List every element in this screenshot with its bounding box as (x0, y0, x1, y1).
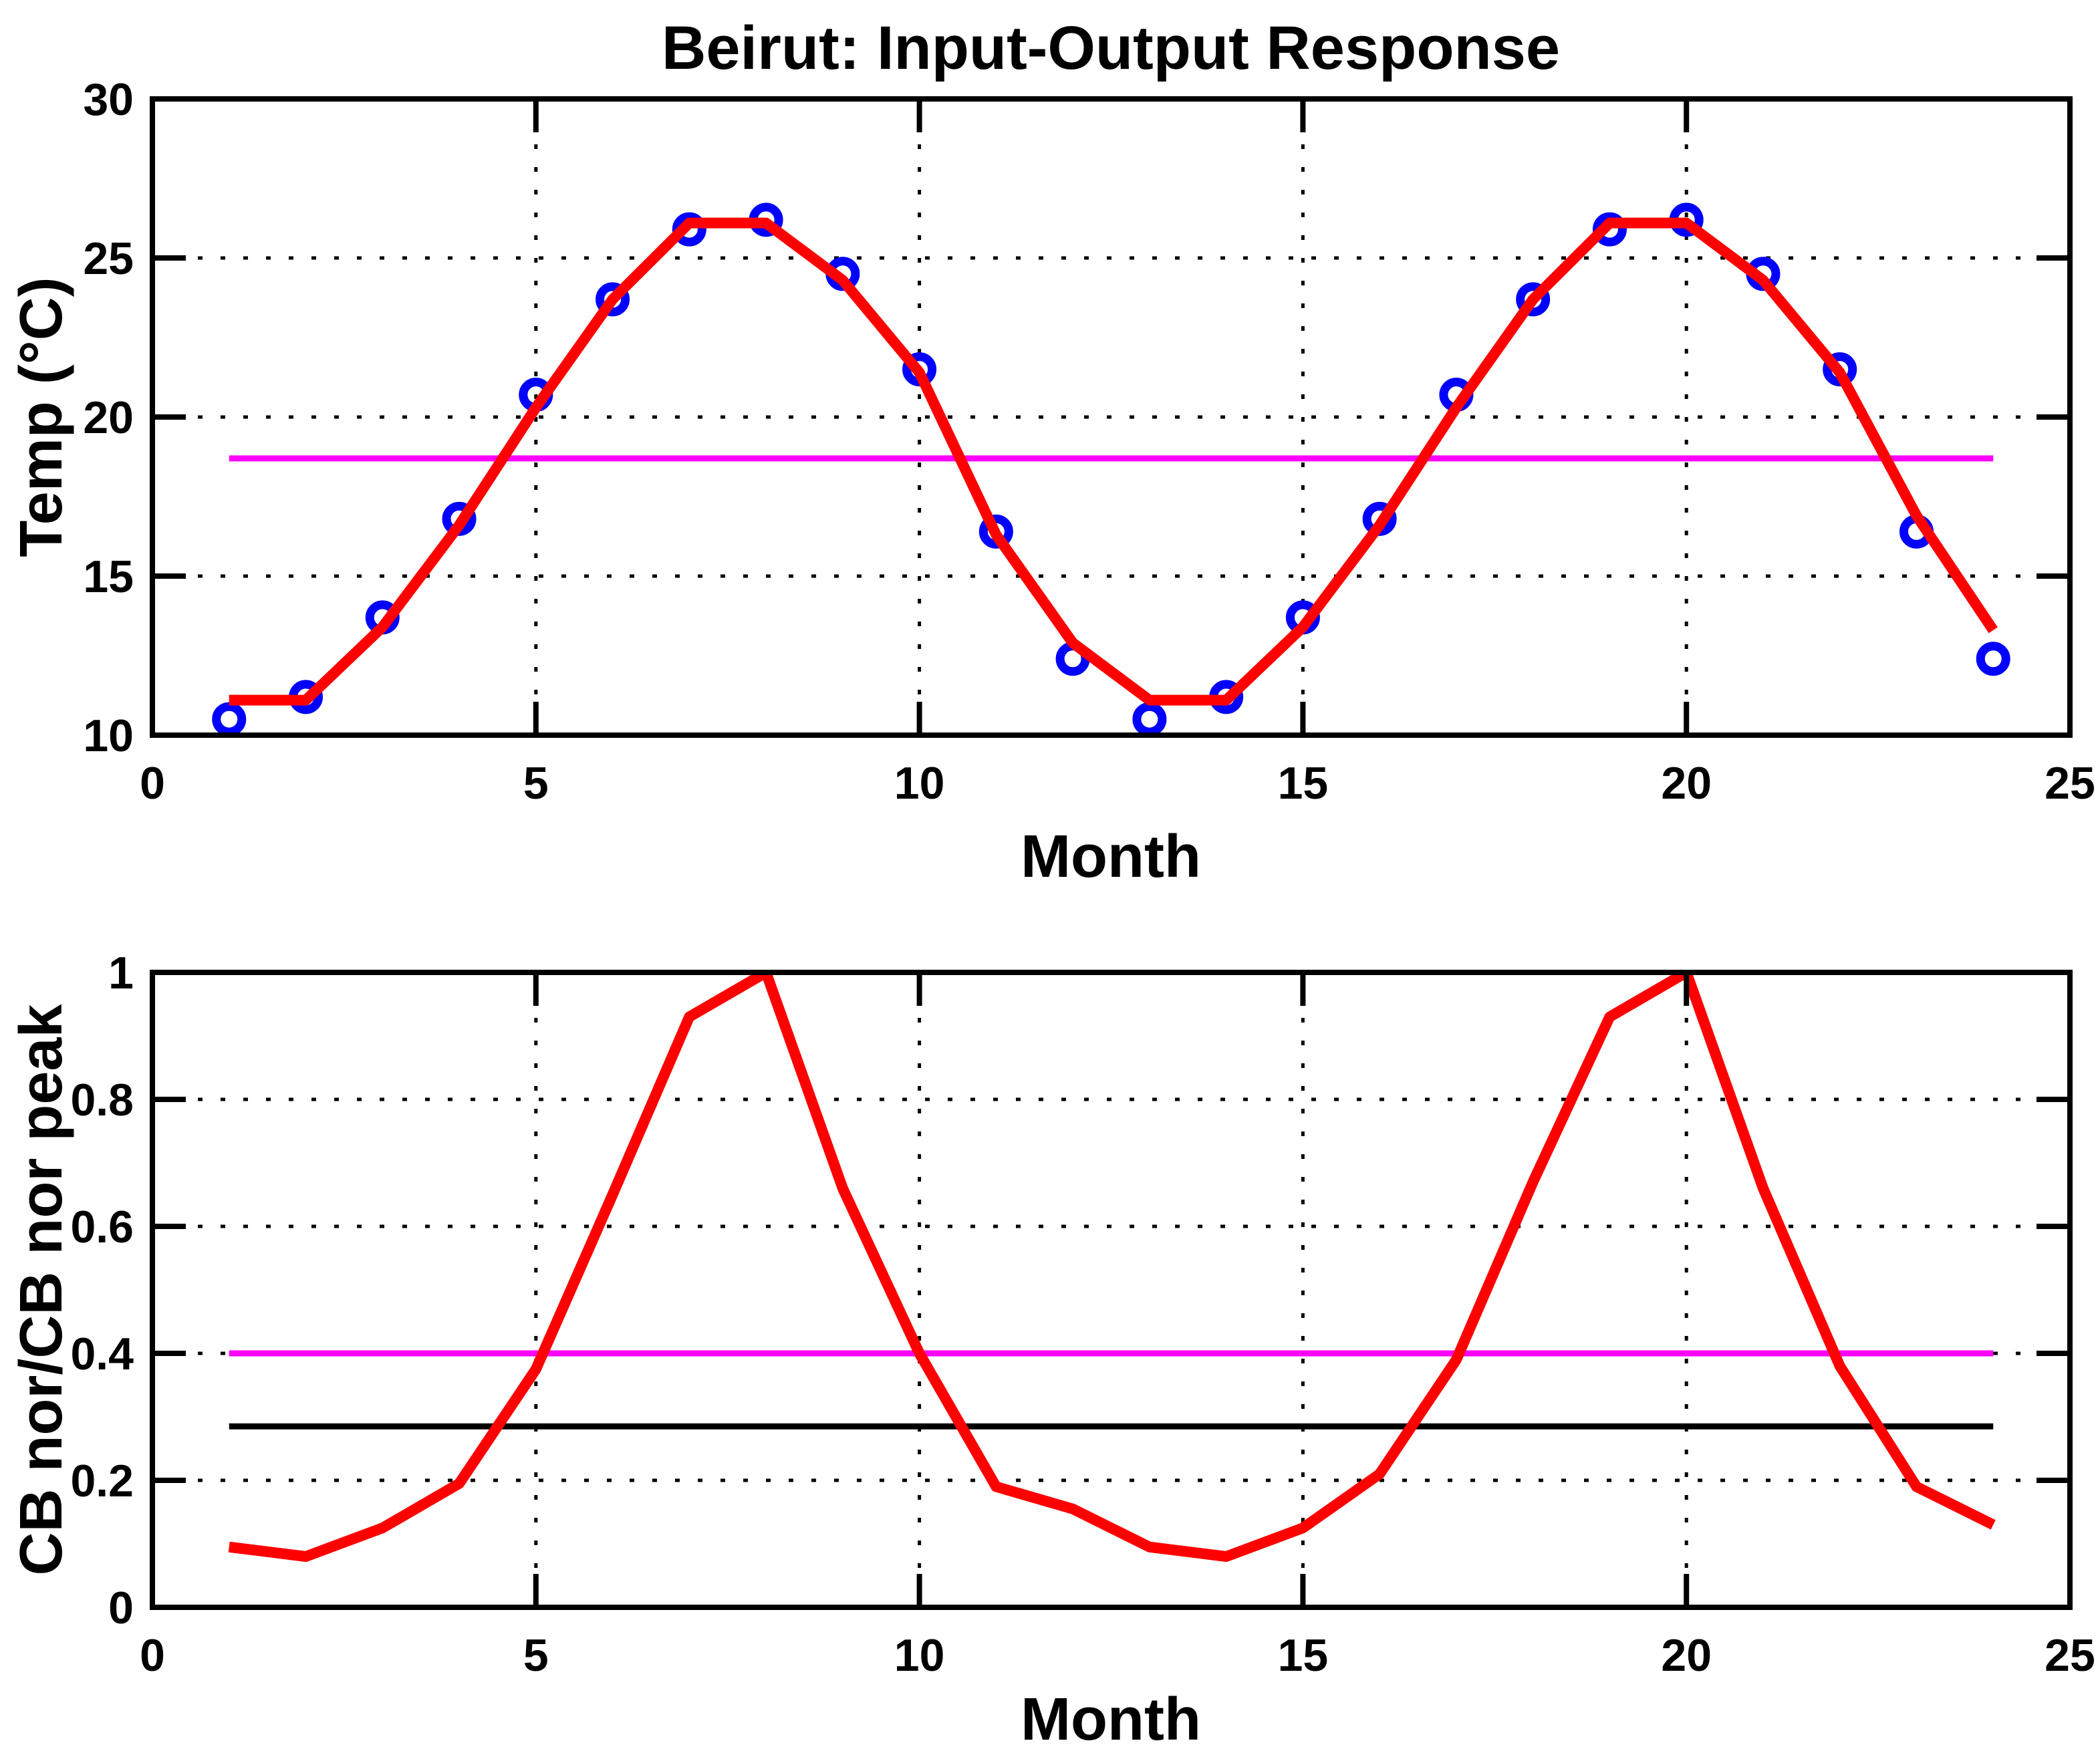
observed-temp-points-marker (212, 702, 247, 735)
y-tick-label: 1 (108, 948, 134, 998)
y-tick-label: 30 (83, 74, 134, 125)
observed-temp-points-marker (978, 514, 1013, 549)
series-group (212, 203, 2010, 735)
x-tick-label: 0 (140, 758, 165, 809)
y-tick-label: 20 (83, 392, 134, 443)
tick-labels: 0 5 10 15 20 25 10 15 20 25 30 (83, 74, 2095, 809)
x-tick-label: 20 (1661, 1630, 1712, 1681)
y-tick-label: 10 (83, 710, 134, 761)
grid (152, 972, 2070, 1607)
top-xaxis-label: Month (1021, 823, 1201, 890)
y-tick-label: 15 (83, 551, 134, 602)
y-tick-label: 0.2 (70, 1456, 134, 1506)
y-tick-label: 0 (108, 1583, 134, 1633)
observed-temp-points (212, 203, 2010, 735)
observed-temp-points-marker (596, 282, 630, 317)
y-tick-label: 0.6 (70, 1202, 134, 1252)
y-tick-label: 0.4 (70, 1329, 134, 1379)
bottom-xaxis-label: Month (1021, 1686, 1201, 1747)
x-tick-label: 25 (2045, 758, 2095, 809)
top-yaxis-label: Temp (°C) (8, 277, 75, 557)
x-tick-label: 0 (140, 1630, 165, 1681)
grid (152, 99, 2070, 735)
cb-response-plot: 0 5 10 15 20 25 0 0.2 0.4 0.6 0.8 1 (70, 948, 2095, 1681)
series-group (228, 972, 1996, 1562)
y-tick-label: 25 (83, 233, 134, 284)
observed-temp-points-marker (1132, 702, 1167, 735)
observed-temp-points-marker (1976, 642, 2010, 676)
x-tick-label: 5 (523, 1630, 549, 1681)
x-tick-label: 10 (894, 758, 945, 809)
tick-marks (150, 970, 2073, 1610)
tick-labels: 0 5 10 15 20 25 0 0.2 0.4 0.6 0.8 1 (70, 948, 2095, 1681)
bottom-yaxis-label: CB nor/CB nor peak (8, 1004, 75, 1576)
x-tick-label: 15 (1278, 758, 1329, 809)
model-temp-line (229, 217, 1998, 706)
x-tick-label: 5 (523, 758, 549, 809)
cb-normalized-line (228, 972, 1996, 1562)
x-tick-label: 10 (894, 1630, 945, 1681)
x-tick-label: 25 (2045, 1630, 2095, 1681)
y-tick-label: 0.8 (70, 1075, 134, 1125)
temp-response-plot: 0 5 10 15 20 25 10 15 20 25 30 (83, 74, 2095, 809)
x-tick-label: 15 (1278, 1630, 1329, 1681)
observed-temp-points-marker (1516, 282, 1551, 317)
x-tick-label: 20 (1661, 758, 1712, 809)
figure-title: Beirut: Input-Output Response (662, 14, 1560, 82)
axes-frame (150, 970, 2073, 1610)
tick-marks (150, 96, 2073, 738)
